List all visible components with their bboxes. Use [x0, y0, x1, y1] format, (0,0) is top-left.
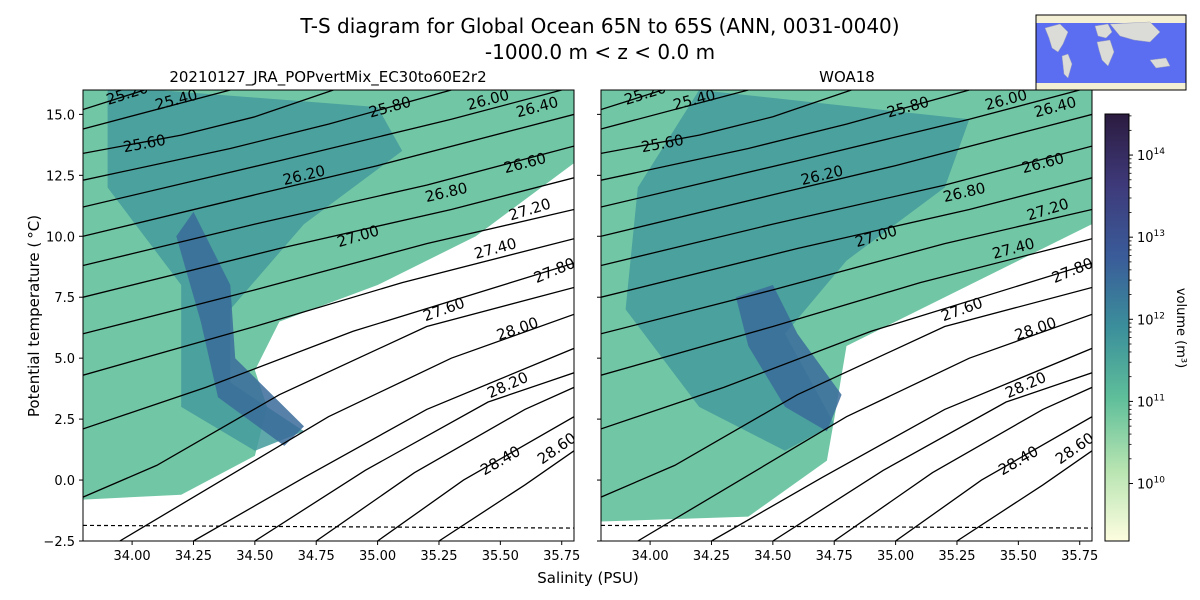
density-contour [254, 372, 574, 541]
x-tick-label: 35.75 [1061, 549, 1098, 564]
colorbar-tick-label: 1010 [1137, 476, 1165, 493]
x-tick-label: 34.50 [754, 549, 791, 564]
y-tick-label: 2.5 [54, 413, 75, 428]
panel-title-left: 20210127_JRA_POPvertMix_EC30to60E2r2 [169, 68, 486, 87]
density-contour [895, 416, 1092, 541]
y-tick-label: 0.0 [54, 474, 75, 489]
region-inset-map [1035, 14, 1187, 91]
density-contour [601, 90, 749, 130]
density-contour [83, 90, 145, 111]
density-contour [601, 238, 1092, 376]
density-contour [83, 177, 574, 298]
volume-band [625, 90, 970, 451]
x-tick-label: 34.50 [236, 549, 273, 564]
density-contour [601, 90, 1080, 208]
volume-band [736, 285, 842, 432]
freezing-line [83, 524, 574, 529]
density-contour [119, 313, 574, 541]
density-contour [601, 90, 852, 155]
colorbar-tick-label: 1012 [1137, 311, 1165, 328]
density-contour [438, 450, 574, 541]
y-tick-label: 5.0 [54, 352, 75, 367]
density-contour [83, 262, 574, 430]
x-tick-label: 35.00 [877, 549, 914, 564]
colorbar-tick-label: 1011 [1137, 393, 1165, 410]
density-contour [315, 386, 574, 541]
x-tick-label: 35.50 [482, 549, 519, 564]
density-contour [83, 90, 334, 155]
x-tick-label: 34.00 [631, 549, 668, 564]
density-contour [601, 286, 1092, 498]
density-contour [83, 145, 574, 267]
density-contour [601, 90, 663, 111]
density-contour [83, 90, 452, 181]
plot-frame [600, 89, 1093, 542]
density-contour [83, 208, 574, 335]
x-tick-label: 35.75 [543, 549, 580, 564]
map-continent [1094, 23, 1113, 39]
x-tick-label: 35.25 [938, 549, 975, 564]
colorbar-label: volume (m³) [1173, 288, 1188, 368]
density-contour [83, 238, 574, 376]
density-contour [83, 90, 562, 208]
density-contour [711, 347, 1092, 541]
freezing-line [601, 524, 1092, 529]
x-tick-label: 35.50 [1000, 549, 1037, 564]
map-continent [1096, 39, 1115, 67]
density-contour [601, 208, 1092, 335]
x-tick-label: 35.00 [359, 549, 396, 564]
x-axis-label: Salinity (PSU) [537, 569, 639, 587]
panel-title-right: WOA18 [819, 68, 875, 86]
y-axis-label: Potential temperature ( °C) [25, 215, 43, 417]
density-contour [83, 113, 574, 237]
map-frame [1035, 14, 1187, 91]
map-continent [1149, 57, 1171, 69]
map-continent [1109, 21, 1161, 43]
figure-title-line1: T-S diagram for Global Ocean 65N to 65S … [299, 14, 899, 38]
x-tick-label: 35.25 [420, 549, 457, 564]
x-tick-label: 34.75 [298, 549, 335, 564]
density-contour [601, 113, 1092, 237]
density-contour [601, 262, 1092, 430]
density-contour [833, 386, 1092, 541]
volume-band [176, 211, 304, 446]
density-contour [601, 177, 1092, 298]
x-tick-label: 34.25 [693, 549, 730, 564]
density-contour [193, 347, 574, 541]
colorbar-gradient [1104, 113, 1130, 542]
density-contour [377, 416, 574, 541]
y-tick-label: 12.5 [46, 169, 75, 184]
plot-frame [82, 89, 575, 542]
density-contour [601, 145, 1092, 267]
colorbar-tick-label: 1013 [1137, 229, 1165, 246]
map-continent [1044, 23, 1069, 53]
density-contour [83, 286, 574, 498]
y-tick-label: 15.0 [46, 108, 75, 123]
map-continent [1061, 53, 1073, 79]
density-contour [772, 372, 1092, 541]
figure-title-line2: -1000.0 m < z < 0.0 m [485, 40, 715, 64]
y-tick-label: 7.5 [54, 291, 75, 306]
colorbar: 1010 1011 1012 1013 1014 [1104, 113, 1165, 542]
x-tick-label: 34.75 [816, 549, 853, 564]
y-tick-label: −2.5 [43, 535, 75, 550]
density-contour [83, 90, 231, 130]
density-contour [601, 90, 970, 181]
density-contour [637, 313, 1092, 541]
density-contour [956, 450, 1092, 541]
y-tick-label: 10.0 [46, 230, 75, 245]
x-tick-label: 34.00 [113, 549, 150, 564]
volume-band [107, 90, 403, 451]
colorbar-tick-label: 1014 [1137, 147, 1165, 164]
x-tick-label: 34.25 [175, 549, 212, 564]
